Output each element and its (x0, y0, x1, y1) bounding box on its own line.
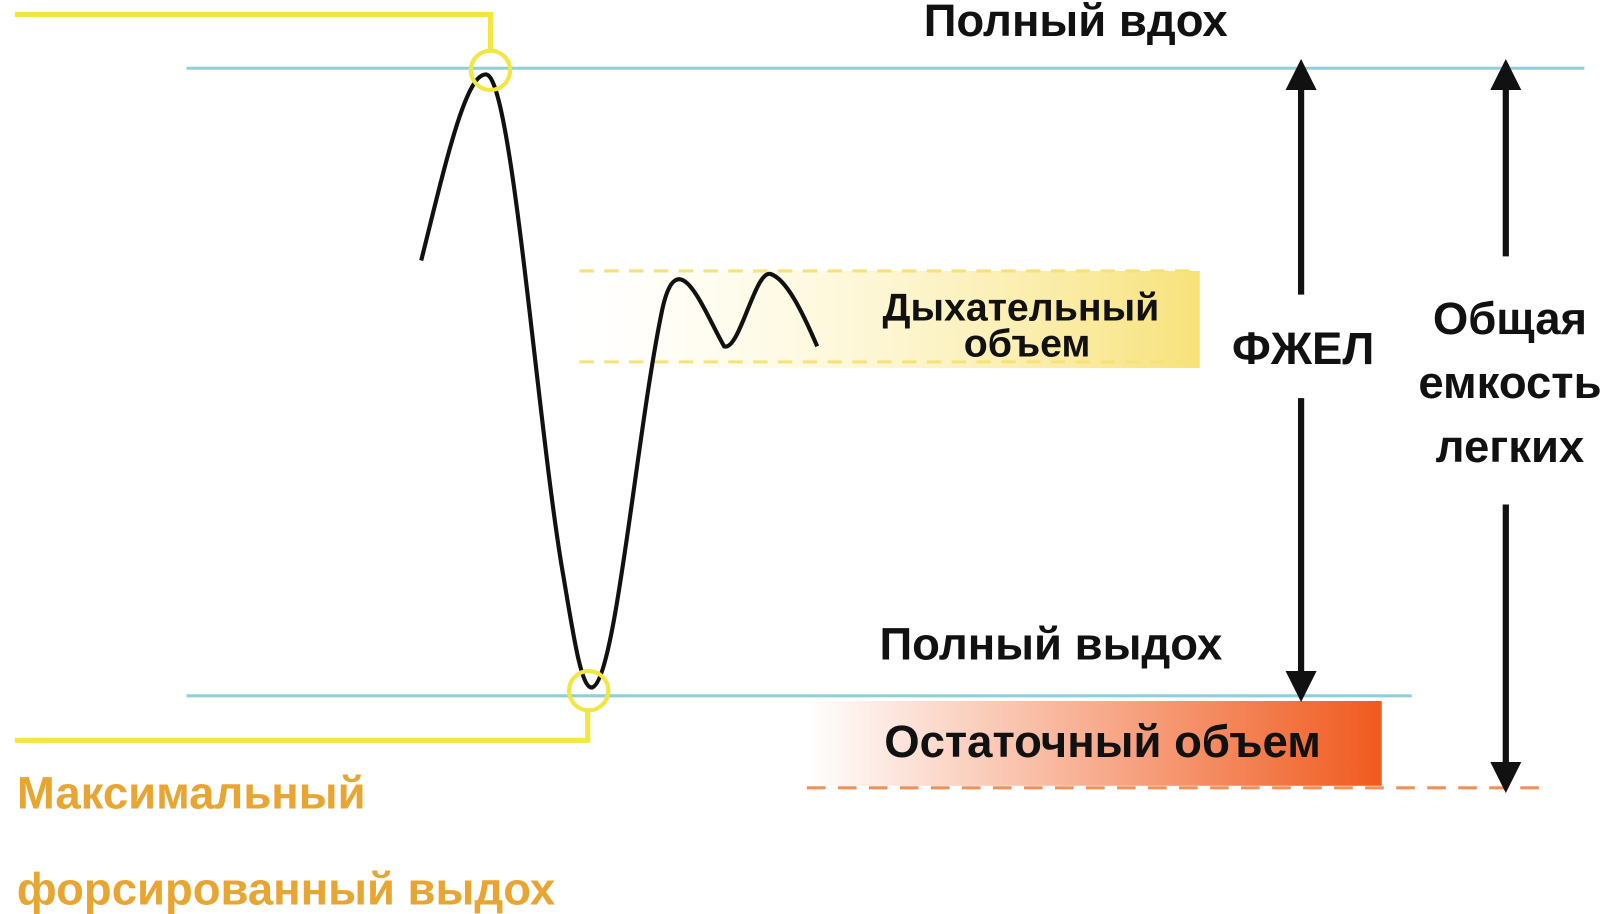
tlc-line-3: легких (1436, 421, 1585, 472)
peak-marker (468, 48, 513, 93)
full-exhale: Полный выдох (879, 619, 1222, 670)
tlc-line-2: емкость (1418, 357, 1601, 408)
max-exhale-line-1: Максимальный (17, 768, 366, 819)
fvc: ФЖЕЛ (1232, 323, 1374, 374)
tidal-line-2: объем (964, 322, 1091, 366)
full-inhale: Полный вдох (924, 0, 1228, 46)
tidal-line-1: Дыхательный (883, 286, 1160, 330)
max-exhale-line-2: форсированный выдох (17, 864, 555, 914)
inhale-pointer (14, 11, 494, 50)
residual-band (806, 701, 1382, 786)
residual-volume: Остаточный объем (884, 716, 1321, 767)
tidal-band (579, 270, 1200, 369)
spirogram (419, 72, 820, 690)
exhale-pointer (14, 711, 591, 743)
trough-marker (566, 668, 611, 713)
tlc-line-1: Общая (1433, 293, 1587, 344)
